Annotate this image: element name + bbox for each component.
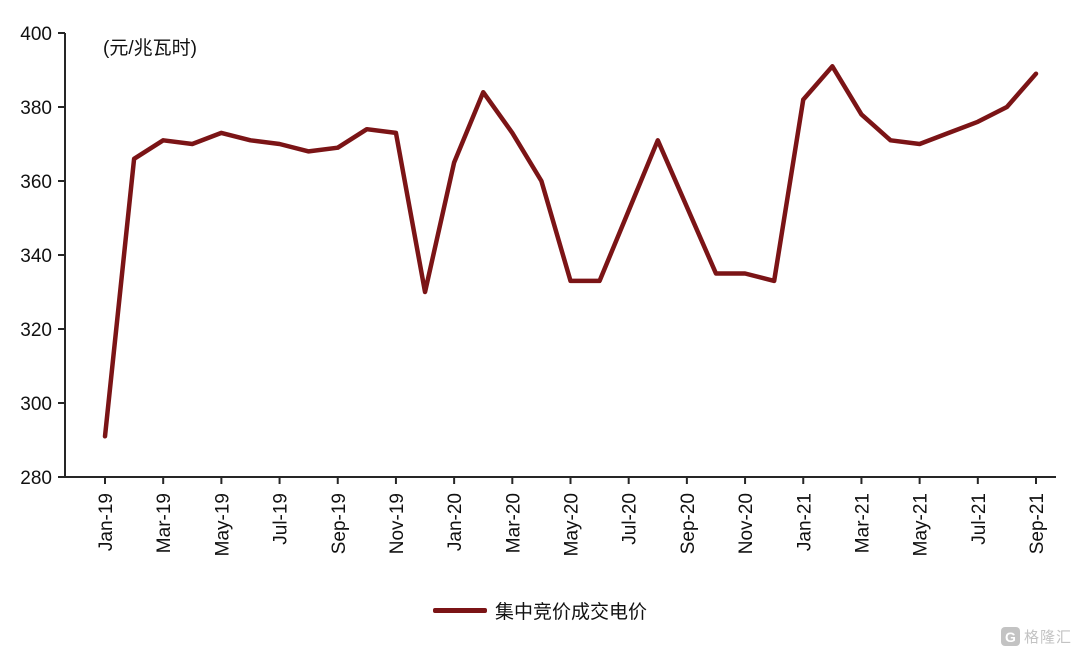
x-tick-label: Sep-19 <box>329 493 350 554</box>
x-tick-label: Sep-21 <box>1027 493 1048 554</box>
x-tick-label: May-21 <box>911 493 932 556</box>
y-tick-label: 280 <box>20 468 52 489</box>
y-tick-label: 300 <box>20 394 52 415</box>
x-tick-label: Mar-21 <box>852 493 873 553</box>
legend: 集中竞价成交电价 <box>0 597 1080 624</box>
x-tick-label: Nov-20 <box>736 493 757 554</box>
watermark-text: 格隆汇 <box>1023 629 1072 646</box>
y-tick-label: 340 <box>20 246 52 267</box>
x-tick-label: Sep-20 <box>678 493 699 554</box>
y-axis-unit-label: (元/兆瓦时) <box>103 38 197 59</box>
legend-line-swatch <box>432 608 487 613</box>
y-tick-label: 320 <box>20 320 52 341</box>
x-tick-label: Nov-19 <box>387 493 408 554</box>
series-line <box>102 64 1039 439</box>
legend-label: 集中竞价成交电价 <box>494 602 647 623</box>
x-tick-label: Jul-20 <box>620 493 641 545</box>
y-tick-label: 400 <box>20 24 52 45</box>
x-tick-label: May-20 <box>562 493 583 556</box>
x-tick-label: Jan-19 <box>96 493 117 551</box>
x-tick-label: Jul-19 <box>271 493 292 545</box>
x-tick-label: Jul-21 <box>969 493 990 545</box>
watermark-logo-icon: G <box>1000 627 1020 646</box>
x-tick-label: Mar-20 <box>503 493 524 553</box>
watermark: G 格隆汇 <box>1000 626 1072 647</box>
x-tick-label: Jan-20 <box>445 493 466 551</box>
x-tick-label: Jan-21 <box>794 493 815 551</box>
x-tick-label: May-19 <box>212 493 233 556</box>
y-tick-label: 380 <box>20 98 52 119</box>
y-tick-label: 360 <box>20 172 52 193</box>
x-tick-label: Mar-19 <box>154 493 175 553</box>
